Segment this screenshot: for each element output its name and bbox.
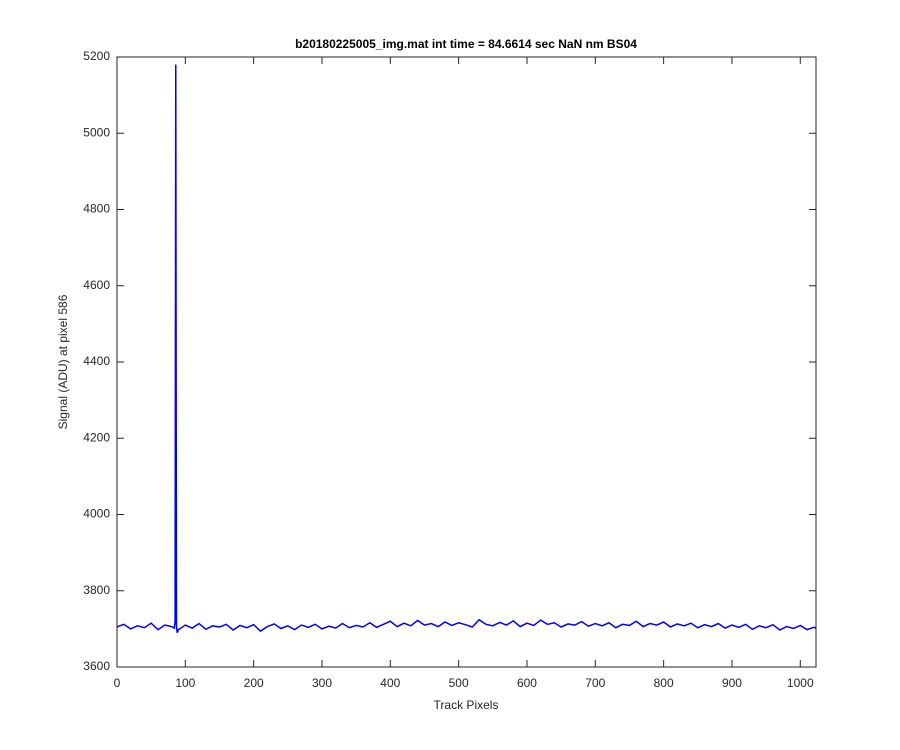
x-tick-label: 700 [585,676,605,690]
x-tick-label: 400 [380,676,400,690]
y-tick-label: 4200 [83,430,110,444]
x-tick-label: 1000 [787,676,814,690]
x-tick-label: 100 [175,676,195,690]
data-line [116,64,817,633]
chart-title: b20180225005_img.mat int time = 84.6614 … [295,37,637,51]
y-axis-label: Signal (ADU) at pixel 586 [56,294,70,429]
y-tick-label: 3600 [83,659,110,673]
y-tick-label: 4800 [83,202,110,216]
x-tick-label: 200 [244,676,264,690]
y-tick-label: 5200 [83,49,110,63]
x-tick-label: 300 [312,676,332,690]
x-tick-label: 0 [114,676,121,690]
x-tick-label: 900 [722,676,742,690]
x-axis-label: Track Pixels [434,698,499,712]
plot-area [116,56,817,668]
y-tick-label: 5000 [83,125,110,139]
y-tick-label: 4000 [83,507,110,521]
y-tick-label: 3800 [83,583,110,597]
x-tick-label: 600 [517,676,537,690]
x-tick-label: 500 [449,676,469,690]
y-tick-label: 4600 [83,278,110,292]
y-tick-label: 4400 [83,354,110,368]
x-tick-label: 800 [654,676,674,690]
